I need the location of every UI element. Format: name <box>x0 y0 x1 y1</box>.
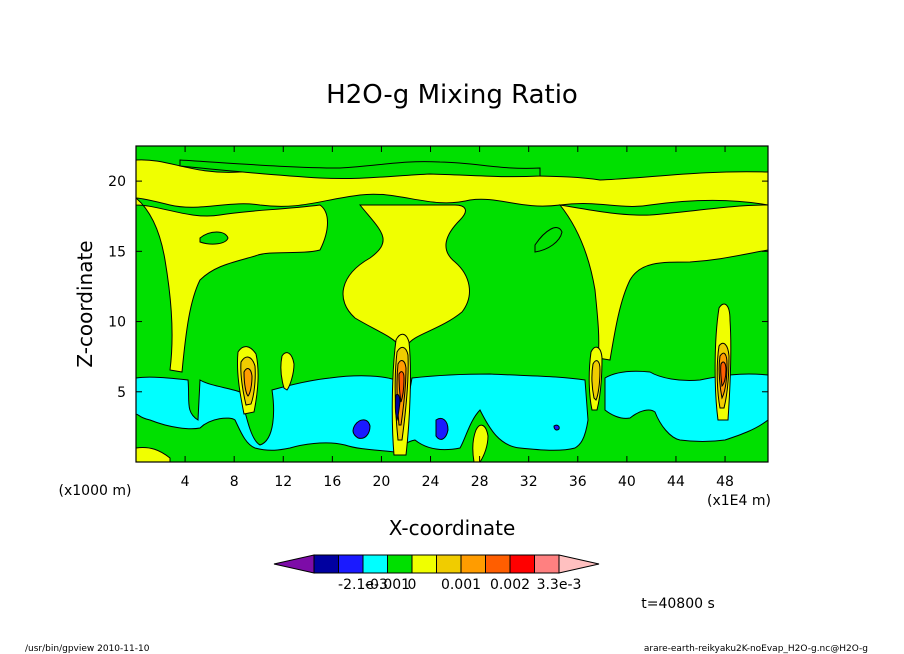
colorbar-label: -0.001 <box>365 577 410 593</box>
field-central-yellow-bulb <box>342 204 470 346</box>
x-unit-left: (x1000 m) <box>59 483 132 499</box>
colorbar-label: 0.002 <box>490 577 530 593</box>
colorbar-left-arrow <box>273 554 315 574</box>
field-dark-blue-1 <box>352 419 371 439</box>
plume-x21 <box>391 333 411 456</box>
x-tick-label: 28 <box>471 474 489 490</box>
field-green-island-2 <box>534 227 563 253</box>
y-tick-label: 5 <box>117 385 126 401</box>
colorbar-label: -2.1e-3 <box>338 577 388 593</box>
field-right-yellow <box>558 204 768 361</box>
footer-right: arare-earth-reikyaku2K-noEvap_H2O-g.nc@H… <box>644 644 868 654</box>
colorbar-swatch <box>436 554 462 574</box>
x-axis-label: X-coordinate <box>389 516 516 540</box>
colorbar-swatch <box>509 554 535 574</box>
field-top-green-streak <box>179 159 541 180</box>
field-lower-blue <box>136 373 589 453</box>
plume-x11 <box>280 352 295 391</box>
plume-x47 <box>714 303 732 421</box>
axis-ticks <box>136 146 768 462</box>
plume-x9 <box>237 346 259 415</box>
colorbar-swatch <box>362 554 388 574</box>
footer-left: /usr/bin/gpview 2010-11-10 <box>25 644 150 654</box>
field-dark-blue-3 <box>553 424 560 431</box>
colorbar-swatch <box>387 554 413 574</box>
x-tick-label: 24 <box>422 474 440 490</box>
x-unit-right: (x1E4 m) <box>707 493 771 509</box>
x-tick-label: 40 <box>618 474 636 490</box>
field-low-yellow-2 <box>136 447 171 462</box>
colorbar-swatch <box>460 554 486 574</box>
colorbar-swatch <box>534 554 560 574</box>
colorbar-swatch <box>411 554 437 574</box>
x-tick-label: 48 <box>716 474 734 490</box>
colorbar-swatch <box>313 554 339 574</box>
y-tick-label: 15 <box>108 244 126 260</box>
x-tick-label: 4 <box>181 474 190 490</box>
colorbar <box>273 554 600 574</box>
y-tick-label: 20 <box>108 174 126 190</box>
chart-title: H2O-g Mixing Ratio <box>326 80 578 110</box>
y-tick-label: 10 <box>108 315 126 331</box>
x-tick-label: 12 <box>274 474 292 490</box>
field-dark-blue-2 <box>435 417 449 440</box>
x-tick-label: 36 <box>569 474 587 490</box>
field-low-yellow-1 <box>472 424 489 462</box>
x-tick-label: 32 <box>520 474 538 490</box>
field-green-island-1 <box>199 231 229 245</box>
colorbar-label: 0 <box>408 577 417 593</box>
colorbar-swatch <box>338 554 364 574</box>
colorbar-label: 3.3e-3 <box>537 577 582 593</box>
plume-x37 <box>588 346 603 411</box>
plot-frame <box>135 145 769 463</box>
x-tick-label: 16 <box>323 474 341 490</box>
x-tick-label: 44 <box>667 474 685 490</box>
field-left-yellow <box>136 197 328 373</box>
x-tick-label: 8 <box>230 474 239 490</box>
colorbar-right-arrow <box>558 554 600 574</box>
colorbar-swatch <box>485 554 511 574</box>
x-tick-label: 20 <box>373 474 391 490</box>
time-label: t=40800 s <box>641 596 715 612</box>
colorbar-label: 0.001 <box>441 577 481 593</box>
plot-area <box>135 145 769 463</box>
y-axis-label: Z-coordinate <box>73 240 97 367</box>
